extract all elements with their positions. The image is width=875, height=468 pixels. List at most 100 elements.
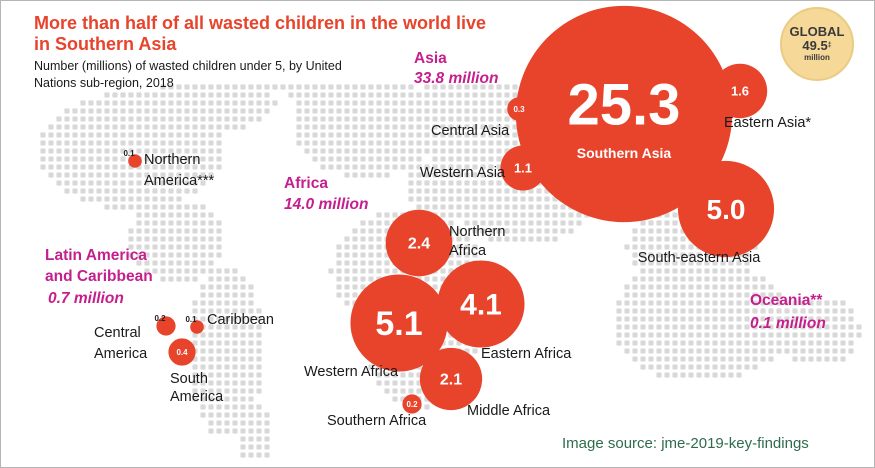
map-dot [192, 308, 198, 314]
map-dot [384, 172, 390, 178]
map-dot [376, 372, 382, 378]
map-dot [400, 132, 406, 138]
map-dot [200, 148, 206, 154]
map-dot [128, 108, 134, 114]
map-dot [536, 196, 542, 202]
map-dot [256, 348, 262, 354]
map-dot [440, 276, 446, 282]
map-dot [176, 100, 182, 106]
map-dot [640, 316, 646, 322]
map-dot [168, 140, 174, 146]
region-name-oceania: Oceania** [750, 292, 823, 309]
map-dot [488, 164, 494, 170]
map-dot [528, 204, 534, 210]
map-dot [640, 292, 646, 298]
map-dot [440, 212, 446, 218]
map-dot [352, 100, 358, 106]
bubble-south-eastern-asia [677, 160, 775, 258]
map-dot [696, 276, 702, 282]
map-dot [248, 300, 254, 306]
map-dot [168, 116, 174, 122]
map-dot [88, 140, 94, 146]
map-dot [216, 252, 222, 258]
map-dot [720, 284, 726, 290]
map-dot [240, 380, 246, 386]
map-dot [88, 172, 94, 178]
map-dot [152, 188, 158, 194]
map-dot [112, 148, 118, 154]
map-dot [208, 284, 214, 290]
map-dot [720, 340, 726, 346]
map-dot [712, 340, 718, 346]
map-dot [96, 124, 102, 130]
map-dot [512, 132, 518, 138]
map-dot [528, 228, 534, 234]
map-dot [232, 380, 238, 386]
map-dot [736, 292, 742, 298]
map-dot [352, 84, 358, 90]
map-dot [832, 316, 838, 322]
map-dot [224, 420, 230, 426]
map-dot [216, 292, 222, 298]
map-dot [232, 124, 238, 130]
map-dot [656, 356, 662, 362]
map-dot [712, 356, 718, 362]
map-dot [480, 204, 486, 210]
map-dot [144, 148, 150, 154]
map-dot [256, 404, 262, 410]
map-dot [648, 268, 654, 274]
map-dot [520, 220, 526, 226]
bubble-caribbean [190, 320, 204, 334]
map-dot [752, 308, 758, 314]
map-dot [440, 164, 446, 170]
map-dot [824, 316, 830, 322]
map-dot [256, 364, 262, 370]
map-dot [352, 164, 358, 170]
map-dot [456, 244, 462, 250]
map-dot [488, 100, 494, 106]
map-dot [672, 260, 678, 266]
map-dot [168, 148, 174, 154]
name-label-caribbean: Caribbean [207, 312, 274, 328]
map-dot [440, 268, 446, 274]
map-dot [232, 284, 238, 290]
map-dot [672, 340, 678, 346]
map-dot [256, 116, 262, 122]
map-dot [664, 372, 670, 378]
map-dot [160, 164, 166, 170]
map-dot [504, 140, 510, 146]
map-dot [64, 124, 70, 130]
map-dot [376, 116, 382, 122]
map-dot [656, 324, 662, 330]
map-dot [728, 332, 734, 338]
map-dot [256, 340, 262, 346]
map-dot [456, 116, 462, 122]
map-dot [416, 196, 422, 202]
map-dot [216, 92, 222, 98]
map-dot [424, 116, 430, 122]
map-dot [216, 268, 222, 274]
map-dot [240, 300, 246, 306]
map-dot [208, 132, 214, 138]
map-dot [200, 116, 206, 122]
map-dot [376, 260, 382, 266]
map-dot [496, 164, 502, 170]
map-dot [824, 308, 830, 314]
map-dot [184, 228, 190, 234]
map-dot [160, 228, 166, 234]
map-dot [560, 228, 566, 234]
map-dot [632, 236, 638, 242]
map-dot [344, 252, 350, 258]
map-dot [528, 236, 534, 242]
map-dot [256, 100, 262, 106]
map-dot [448, 164, 454, 170]
map-dot [192, 380, 198, 386]
map-dot [480, 220, 486, 226]
map-dot [200, 252, 206, 258]
map-dot [232, 116, 238, 122]
map-dot [88, 156, 94, 162]
map-dot [176, 220, 182, 226]
map-dot [472, 148, 478, 154]
map-dot [208, 348, 214, 354]
map-dot [104, 156, 110, 162]
